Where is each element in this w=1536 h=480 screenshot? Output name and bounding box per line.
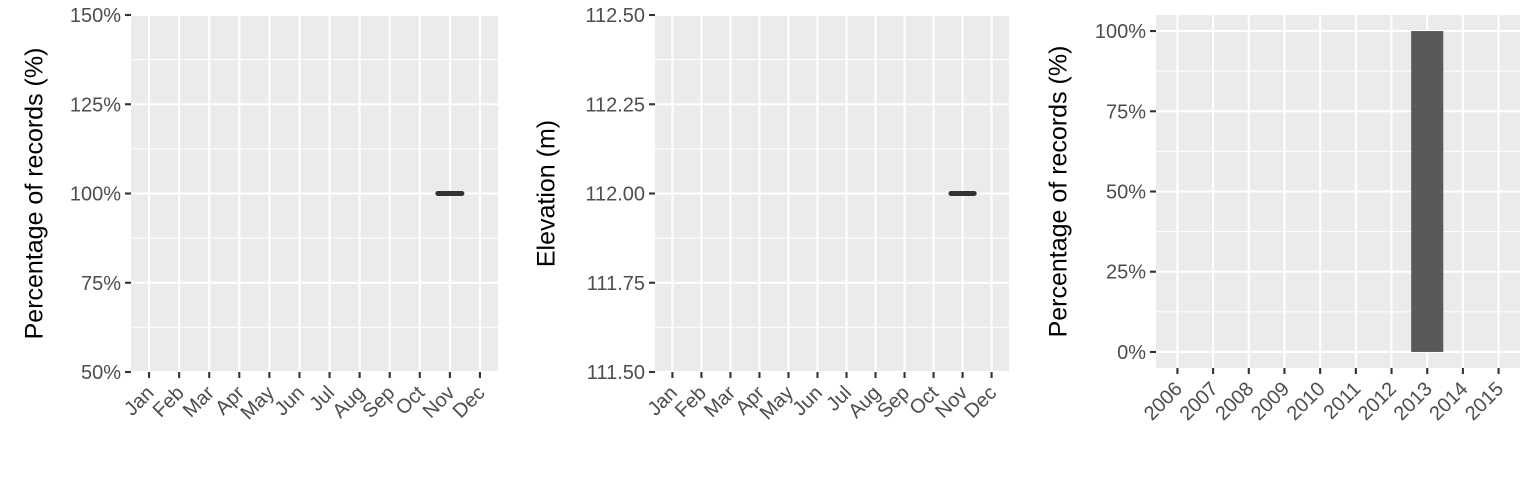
x-tick-label: 2007 [1176,378,1223,425]
x-tick-label: 2012 [1354,378,1401,425]
y-tick-label: 50% [1106,182,1146,204]
y-axis-title: Elevation (m) [533,120,561,267]
y-tick-label: 75% [81,273,121,295]
y-tick-label: 150% [70,5,121,27]
y-tick-label: 111.50 [587,362,645,384]
y-tick-label: 112.50 [585,5,645,27]
x-tick-label: Jun [789,382,827,420]
x-tick-label: 2008 [1211,378,1258,425]
y-tick-label: 125% [70,94,121,116]
yearly-percentage-panel: 0%25%50%75%100%2006200720082009201020112… [1045,15,1520,425]
x-tick-label: 2010 [1283,378,1330,425]
y-tick-label: 100% [70,184,121,206]
y-tick-label: 112.25 [585,94,645,116]
x-tick-label: 2013 [1390,378,1437,425]
x-tick-label: 2011 [1319,378,1365,424]
y-tick-label: 0% [1117,342,1146,364]
x-tick-label: Dec [449,382,490,423]
monthly-percentage-panel: 50%75%100%125%150%JanFebMarAprMayJunJulA… [21,5,498,424]
y-axis-title: Percentage of records (%) [21,48,49,340]
x-tick-label: 2009 [1247,378,1294,425]
bar-2013 [1411,31,1444,352]
y-tick-label: 75% [1106,101,1146,123]
x-tick-label: Dec [960,382,1001,423]
x-tick-label: 2006 [1140,378,1187,425]
y-tick-label: 50% [81,362,121,384]
x-tick-label: 2015 [1461,378,1508,425]
y-tick-label: 112.00 [585,184,645,206]
y-tick-label: 25% [1106,262,1146,284]
y-tick-label: 100% [1095,21,1146,43]
x-tick-label: 2014 [1425,378,1472,425]
monthly-elevation-panel: 111.50111.75112.00112.25112.50JanFebMarA… [533,5,1009,424]
y-tick-label: 111.75 [587,273,645,295]
y-axis-title: Percentage of records (%) [1045,46,1073,338]
x-tick-label: Jun [271,382,309,420]
